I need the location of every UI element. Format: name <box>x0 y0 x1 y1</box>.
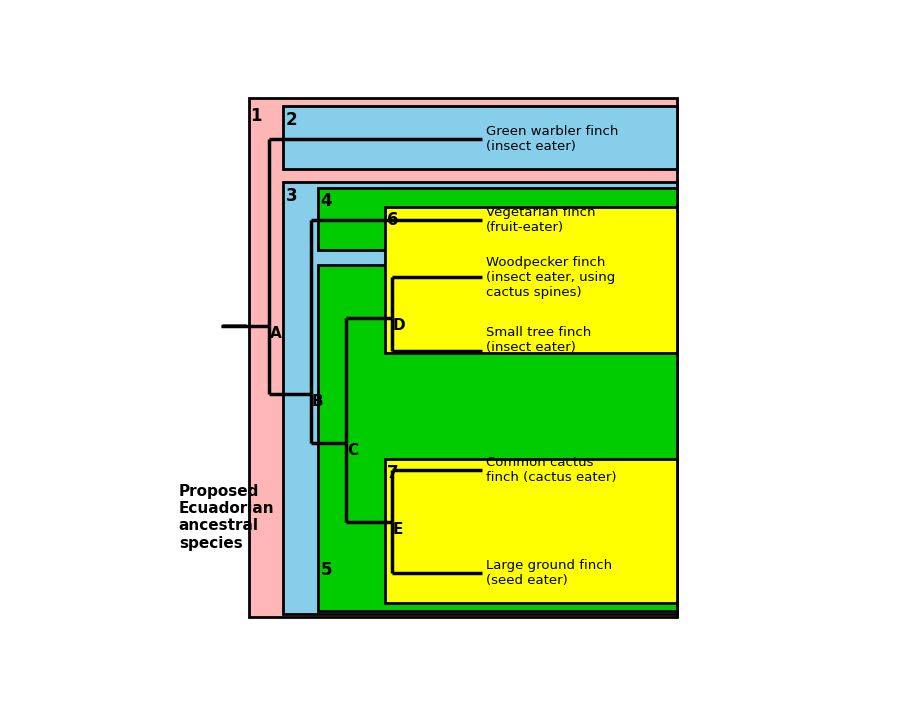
Text: Common cactus
finch (cactus eater): Common cactus finch (cactus eater) <box>486 456 617 484</box>
Text: C: C <box>346 443 358 458</box>
Text: 6: 6 <box>387 211 398 229</box>
Text: Proposed
Ecuadorian
ancestral
species: Proposed Ecuadorian ancestral species <box>179 484 274 551</box>
Bar <box>248 98 678 617</box>
Text: 5: 5 <box>320 560 332 579</box>
Bar <box>284 106 678 168</box>
Text: 4: 4 <box>320 192 332 209</box>
Text: A: A <box>270 326 282 341</box>
Text: B: B <box>312 394 324 409</box>
Text: Woodpecker finch
(insect eater, using
cactus spines): Woodpecker finch (insect eater, using ca… <box>486 256 615 299</box>
Text: 1: 1 <box>250 107 262 125</box>
Text: D: D <box>392 318 405 333</box>
Bar <box>319 265 678 611</box>
Text: Large ground finch
(seed eater): Large ground finch (seed eater) <box>486 559 612 587</box>
Bar <box>284 183 678 614</box>
Text: Green warbler finch
(insect eater): Green warbler finch (insect eater) <box>486 125 618 153</box>
Bar <box>384 459 678 603</box>
Text: Vegetarian finch
(fruit-eater): Vegetarian finch (fruit-eater) <box>486 207 595 234</box>
Text: Small tree finch
(insect eater): Small tree finch (insect eater) <box>486 326 591 354</box>
Text: 3: 3 <box>285 187 297 204</box>
Bar <box>384 207 678 353</box>
Text: E: E <box>392 522 402 537</box>
Bar <box>319 188 678 250</box>
Text: 2: 2 <box>285 111 297 128</box>
Text: 7: 7 <box>387 463 398 482</box>
